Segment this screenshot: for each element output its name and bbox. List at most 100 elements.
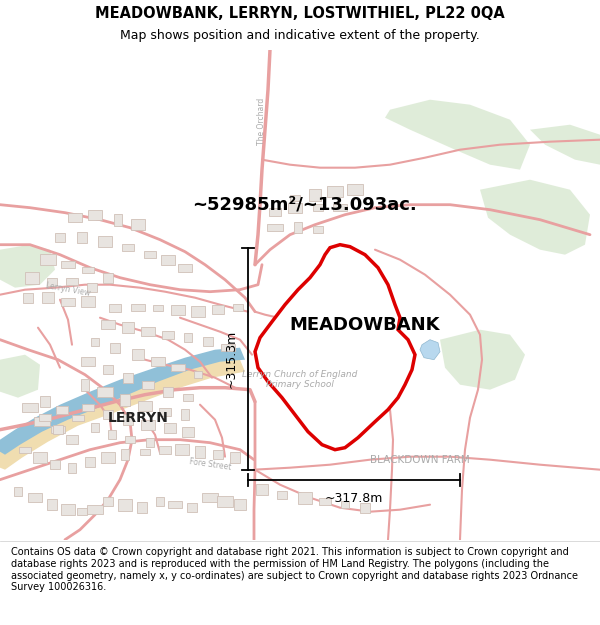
Bar — [32, 452, 47, 463]
Bar — [66, 278, 78, 285]
Bar — [361, 503, 370, 512]
Bar — [61, 504, 75, 515]
Bar — [50, 460, 59, 469]
Bar — [131, 304, 145, 311]
Bar — [34, 418, 50, 426]
Bar — [125, 436, 136, 443]
Bar — [25, 272, 39, 284]
Bar — [164, 422, 176, 432]
Bar — [40, 254, 56, 266]
Bar — [56, 406, 68, 414]
Bar — [146, 438, 154, 448]
Bar — [51, 426, 65, 433]
Bar — [194, 371, 202, 378]
Bar — [77, 232, 88, 244]
Polygon shape — [0, 359, 245, 469]
Text: Map shows position and indicative extent of the property.: Map shows position and indicative extent… — [120, 29, 480, 42]
Bar — [142, 381, 154, 389]
Polygon shape — [480, 179, 590, 254]
Bar — [341, 501, 349, 508]
Bar — [109, 304, 121, 311]
Bar — [138, 401, 152, 411]
Bar — [101, 452, 115, 463]
Bar — [71, 414, 85, 421]
Text: Fore Street: Fore Street — [188, 458, 232, 472]
Bar — [159, 446, 171, 454]
Bar — [80, 296, 95, 307]
Text: LERRYN: LERRYN — [107, 411, 169, 424]
Bar — [40, 396, 50, 408]
Bar — [19, 447, 31, 452]
Bar — [42, 292, 54, 303]
Bar — [85, 457, 95, 467]
Polygon shape — [255, 244, 415, 449]
Bar — [151, 357, 164, 366]
Bar — [290, 194, 299, 201]
Bar — [230, 452, 240, 464]
Bar — [169, 501, 182, 508]
Bar — [178, 264, 192, 272]
Bar — [163, 387, 173, 397]
Bar — [182, 394, 193, 401]
Text: Contains OS data © Crown copyright and database right 2021. This information is : Contains OS data © Crown copyright and d… — [11, 548, 578, 592]
Bar — [333, 204, 347, 211]
Bar — [313, 226, 323, 233]
Bar — [108, 430, 116, 439]
Bar — [156, 497, 164, 506]
Text: ~52985m²/~13.093ac.: ~52985m²/~13.093ac. — [193, 196, 418, 214]
Bar — [68, 213, 82, 222]
Polygon shape — [0, 244, 55, 288]
Bar — [298, 492, 312, 504]
Bar — [132, 349, 144, 360]
Bar — [181, 409, 190, 421]
Polygon shape — [385, 99, 530, 169]
Bar — [140, 449, 150, 455]
Bar — [137, 502, 147, 514]
Bar — [217, 496, 233, 507]
Bar — [267, 224, 283, 231]
Bar — [187, 503, 197, 512]
Polygon shape — [420, 339, 440, 359]
Bar — [61, 298, 75, 306]
Bar — [118, 499, 131, 511]
Bar — [277, 491, 287, 499]
Bar — [123, 414, 133, 425]
Bar — [22, 403, 38, 412]
Text: Lerryn Church of England
Primary School: Lerryn Church of England Primary School — [242, 370, 358, 389]
Text: The Orchard: The Orchard — [257, 98, 266, 145]
Bar — [171, 305, 185, 314]
Bar — [82, 266, 94, 273]
Bar — [142, 327, 155, 336]
Bar — [110, 342, 120, 352]
Bar — [141, 419, 155, 430]
Bar — [91, 338, 99, 346]
Bar — [256, 484, 268, 495]
Bar — [88, 209, 103, 220]
Bar — [202, 493, 218, 502]
Polygon shape — [530, 124, 600, 164]
Bar — [131, 219, 145, 230]
Bar — [288, 202, 302, 212]
Bar — [234, 499, 246, 510]
Bar — [87, 506, 103, 514]
Bar — [82, 404, 94, 411]
Bar — [153, 304, 163, 311]
Bar — [61, 261, 75, 268]
Bar — [103, 410, 113, 419]
Bar — [233, 304, 242, 311]
Bar — [101, 320, 115, 329]
Bar — [122, 244, 134, 251]
Bar — [80, 379, 89, 391]
Bar — [98, 236, 112, 247]
Text: ~317.8m: ~317.8m — [325, 492, 383, 504]
Bar — [221, 344, 235, 351]
Bar — [77, 508, 86, 515]
Bar — [113, 214, 122, 226]
Bar — [14, 487, 22, 496]
Bar — [195, 446, 205, 458]
Bar — [328, 186, 343, 197]
Bar — [213, 450, 223, 459]
Bar — [47, 499, 57, 510]
Bar — [28, 493, 42, 502]
Text: Lerryn View: Lerryn View — [45, 281, 91, 298]
